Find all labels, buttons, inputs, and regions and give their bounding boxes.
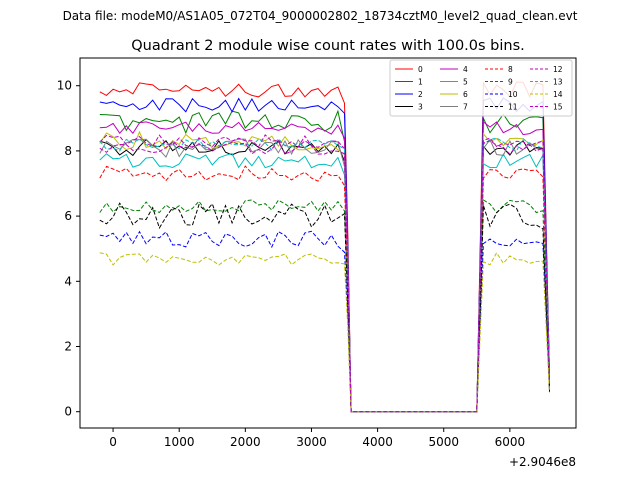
y-tick-label: 10 — [57, 79, 72, 93]
y-tick-label: 6 — [64, 209, 72, 223]
legend-label-11: 11 — [508, 103, 518, 112]
chart-title: Quadrant 2 module wise count rates with … — [131, 38, 525, 54]
x-tick-label: 0 — [109, 435, 117, 449]
x-tick-label: 6000 — [495, 435, 526, 449]
legend-label-7: 7 — [463, 103, 468, 112]
legend-label-12: 12 — [553, 65, 563, 74]
series-layer — [99, 81, 550, 413]
series-line-4 — [99, 121, 550, 413]
plot-frame — [79, 57, 577, 429]
legend-label-1: 1 — [418, 78, 423, 87]
x-tick-label: 4000 — [362, 435, 393, 449]
legend-label-5: 5 — [463, 78, 468, 87]
legend-label-14: 14 — [553, 90, 563, 99]
series-line-5 — [99, 153, 550, 413]
legend-label-6: 6 — [463, 90, 468, 99]
x-tick-label: 2000 — [230, 435, 261, 449]
legend-label-2: 2 — [418, 90, 423, 99]
series-line-12 — [99, 134, 550, 413]
series-line-8 — [99, 165, 550, 413]
series-line-1 — [99, 109, 550, 413]
legend-label-10: 10 — [508, 90, 518, 99]
series-line-14 — [99, 251, 550, 413]
legend-box — [389, 59, 573, 117]
series-line-7 — [99, 138, 550, 413]
x-tick-label: 3000 — [296, 435, 327, 449]
y-tick-label: 0 — [64, 405, 72, 419]
legend-label-13: 13 — [553, 78, 563, 87]
legend-label-15: 15 — [553, 103, 563, 112]
legend-label-8: 8 — [508, 65, 513, 74]
x-tick-label: 5000 — [428, 435, 459, 449]
y-axis: 0 2 4 6 8 10 — [57, 79, 80, 419]
y-tick-label: 2 — [64, 340, 72, 354]
y-tick-label: 4 — [64, 274, 72, 288]
legend-label-9: 9 — [508, 78, 513, 87]
series-line-13 — [99, 137, 550, 413]
legend-label-0: 0 — [418, 65, 423, 74]
series-line-11 — [99, 202, 550, 413]
legend-label-4: 4 — [463, 65, 468, 74]
x-tick-label: 1000 — [164, 435, 195, 449]
x-offset-label: +2.9046e8 — [509, 455, 576, 469]
figure-suptitle: Data file: modeM0/AS1A05_072T04_90000028… — [63, 9, 578, 23]
y-tick-label: 8 — [64, 144, 72, 158]
series-line-10 — [99, 230, 550, 413]
x-axis: 0 1000 2000 3000 4000 5000 6000 — [109, 428, 525, 449]
legend-label-3: 3 — [418, 103, 423, 112]
